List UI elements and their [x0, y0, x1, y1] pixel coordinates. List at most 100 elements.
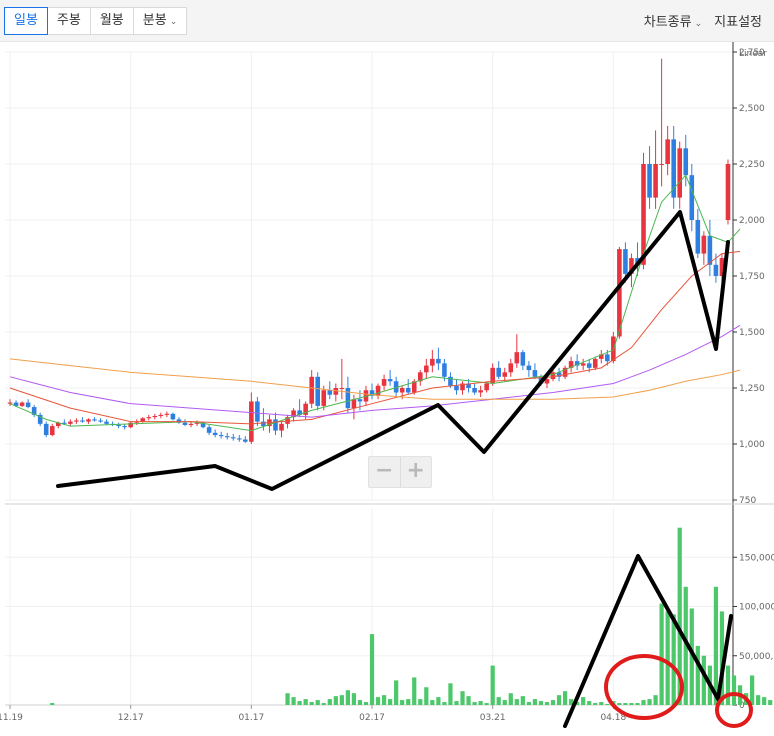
- candle-up: [424, 365, 429, 373]
- volume-bar: [291, 697, 296, 705]
- tab-weekly[interactable]: 주봉: [46, 7, 91, 35]
- volume-bar: [357, 700, 363, 705]
- candle-down: [176, 419, 182, 423]
- candle-down: [671, 139, 676, 198]
- candle-up: [152, 416, 158, 418]
- volume-bar: [297, 701, 302, 705]
- volume-bar: [496, 697, 501, 705]
- candle-up: [19, 402, 25, 406]
- volume-bar: [695, 645, 700, 705]
- candle-down: [62, 422, 67, 424]
- candle-up: [490, 367, 495, 384]
- candle-down: [243, 439, 248, 442]
- candle-up: [550, 372, 556, 380]
- candle-up: [339, 388, 345, 389]
- candle-down: [218, 435, 224, 437]
- volume-bar: [460, 691, 465, 705]
- candle-down: [206, 427, 212, 433]
- candle-up: [74, 420, 79, 422]
- volume-bar: [569, 699, 574, 705]
- tab-monthly[interactable]: 월봉: [89, 7, 134, 35]
- moving-average-120-line: [9, 358, 741, 400]
- volume-bar: [484, 703, 489, 705]
- volume-bar: [629, 703, 634, 705]
- volume-bar: [472, 702, 477, 705]
- volume-bar: [424, 687, 429, 705]
- volume-bar: [587, 701, 592, 705]
- candle-up: [188, 423, 194, 425]
- volume-bar: [647, 699, 652, 705]
- candle-up: [291, 410, 296, 418]
- volume-bar: [327, 699, 332, 705]
- candle-up: [411, 381, 417, 393]
- candle-up: [719, 258, 725, 276]
- candle-up: [508, 363, 514, 373]
- candle-up: [7, 402, 13, 404]
- candle-up: [544, 379, 550, 384]
- volume-bar: [436, 697, 441, 705]
- zoom-out-button[interactable]: −: [375, 458, 394, 483]
- chart-type-label: 차트종류: [643, 15, 692, 30]
- chart-options-menu: 차트종류 ⌄ 지표설정: [644, 0, 774, 41]
- price-tick-label: 2,750: [739, 48, 765, 58]
- candle-down: [387, 379, 393, 382]
- volume-bar: [418, 699, 423, 705]
- volume-bar: [689, 608, 694, 705]
- candle-down: [647, 164, 652, 198]
- volume-bar: [50, 703, 55, 705]
- period-tabs: 일봉 주봉 월봉 분봉 ⌄: [4, 7, 188, 35]
- candle-down: [13, 402, 19, 406]
- volume-tick-label: 100,000: [739, 603, 774, 613]
- volume-bar: [683, 586, 688, 705]
- volume-bar: [623, 703, 628, 705]
- candle-down: [327, 390, 333, 395]
- candle-down: [466, 383, 471, 388]
- volume-bar: [659, 603, 664, 705]
- volume-bar: [731, 675, 737, 705]
- candle-down: [448, 376, 453, 386]
- volume-bar: [520, 696, 525, 705]
- candle-up: [375, 385, 381, 396]
- candle-up: [417, 372, 423, 382]
- volume-bar: [339, 695, 344, 705]
- chart-toolbar: 일봉 주봉 월봉 분봉 ⌄ 차트종류 ⌄ 지표설정: [0, 0, 774, 42]
- candle-down: [170, 413, 176, 420]
- volume-bar: [762, 697, 767, 705]
- candle-up: [128, 422, 133, 428]
- volume-bar: [406, 699, 411, 705]
- candle-up: [86, 419, 91, 422]
- chart-type-dropdown[interactable]: 차트종류 ⌄: [644, 11, 702, 30]
- stock-chart[interactable]: Linear 750 1,000 1,250 1,500 1,750 2,000 2,250 2…: [0, 42, 774, 736]
- candle-up: [478, 390, 483, 393]
- candle-down: [454, 385, 459, 391]
- volume-bars: [50, 527, 773, 705]
- candles: [7, 58, 731, 444]
- candle-down: [80, 420, 85, 422]
- indicator-settings-button[interactable]: 지표설정: [714, 15, 762, 30]
- price-tick-label: 1,750: [739, 272, 765, 282]
- volume-spike-circle: [604, 654, 684, 720]
- candle-up: [303, 403, 308, 415]
- candle-up: [134, 421, 140, 423]
- volume-bar: [725, 665, 731, 705]
- candle-down: [393, 381, 399, 393]
- candle-up: [580, 363, 586, 366]
- volume-bar: [665, 611, 670, 705]
- candle-down: [526, 365, 532, 371]
- volume-bar: [701, 655, 706, 705]
- zoom-in-button[interactable]: +: [399, 457, 432, 487]
- volume-bar: [641, 700, 646, 705]
- candle-up: [146, 417, 152, 419]
- tab-daily[interactable]: 일봉: [4, 7, 48, 35]
- candle-down: [116, 424, 121, 427]
- candle-down: [605, 354, 610, 362]
- candle-down: [472, 388, 477, 393]
- candle-down: [689, 175, 695, 220]
- candle-up: [641, 164, 646, 265]
- volume-bar: [756, 695, 761, 705]
- volume-trend-zigzag-line: [563, 554, 733, 728]
- volume-bar: [345, 690, 350, 705]
- hand-drawn-annotations: [56, 210, 733, 728]
- candle-down: [369, 390, 375, 396]
- tab-minute[interactable]: 분봉 ⌄: [132, 7, 188, 35]
